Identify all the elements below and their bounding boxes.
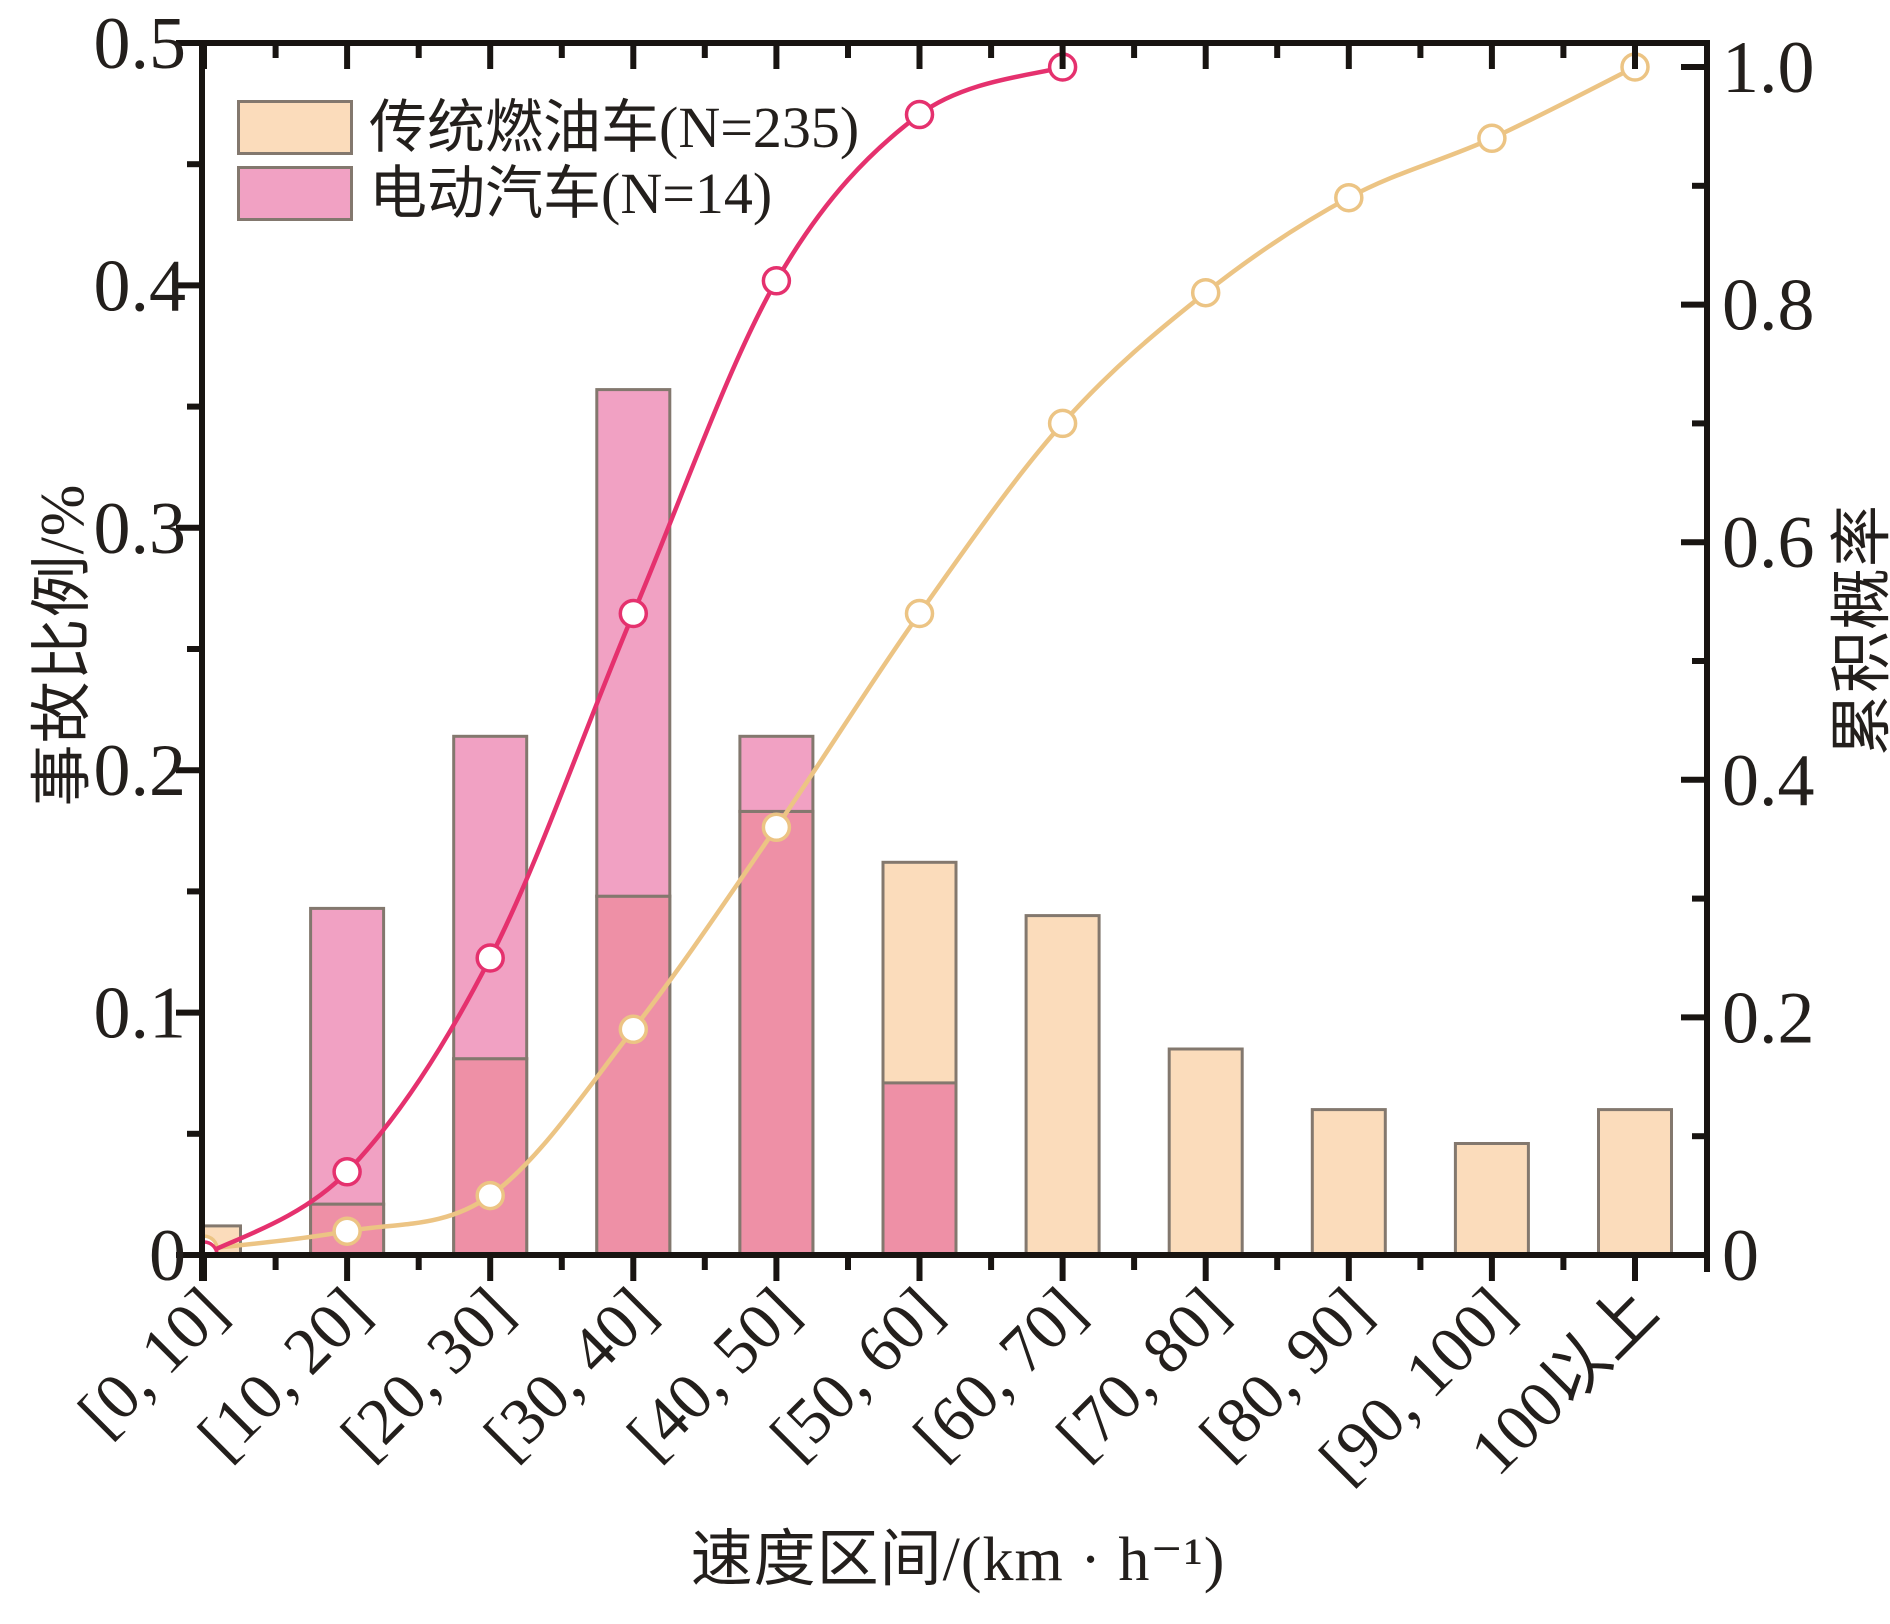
line-fuel-cumulative-marker-8 [1334, 182, 1364, 213]
yright-tick-label-2: 0.4 [1722, 740, 1815, 822]
line-fuel-cumulative-marker-6 [1047, 408, 1078, 439]
line-fuel-cumulative-marker-5 [904, 598, 935, 629]
yright-tick-label-1: 0.2 [1722, 977, 1815, 1059]
line-fuel-cumulative-marker-4 [761, 812, 792, 843]
bar-fuel-9 [1453, 1142, 1530, 1255]
labels-layer: 00.10.20.30.40.500.20.40.60.81.0[0, 10][… [65, 3, 1815, 1497]
line-ev-cumulative-marker-4 [761, 266, 792, 296]
bar-ev-3 [595, 388, 672, 898]
line-ev-cumulative-marker-3 [618, 598, 649, 629]
bar-ev-overlap-2 [452, 1057, 529, 1255]
bar-ev-overlap-4 [738, 809, 815, 1255]
legend-item-ev: 电动汽车(N=14) [237, 161, 859, 226]
line-ev-cumulative-marker-5 [904, 99, 935, 130]
yleft-tick-label-4: 0.4 [94, 245, 187, 327]
legend-label-fuel: 传统燃油车(N=235) [369, 95, 860, 160]
left-axis-title: 事故比例/% [29, 483, 97, 807]
line-fuel-cumulative-marker-3 [618, 1014, 649, 1045]
yright-tick-label-0: 0 [1722, 1215, 1759, 1297]
yright-tick-label-4: 0.8 [1722, 265, 1815, 347]
bar-ev-1 [309, 906, 386, 1206]
line-fuel-cumulative-marker-9 [1477, 123, 1507, 154]
x-axis-title: 速度区间/(km · h⁻¹) [690, 1526, 1226, 1594]
bar-fuel-10 [1597, 1108, 1673, 1255]
axes-layer [176, 40, 1710, 1281]
bar-ev-overlap-3 [595, 894, 672, 1255]
bar-ev-4 [738, 734, 815, 813]
bar-fuel-6 [1024, 914, 1101, 1255]
bar-fuel-7 [1167, 1047, 1244, 1255]
legend-item-fuel: 传统燃油车(N=235) [237, 95, 860, 160]
yleft-tick-label-1: 0.1 [94, 973, 187, 1055]
yleft-tick-label-5: 0.5 [94, 3, 187, 85]
legend-swatch-ev-icon [237, 166, 353, 221]
yright-tick-label-5: 1.0 [1722, 27, 1815, 109]
line-fuel-cumulative-marker-2 [475, 1180, 505, 1211]
line-fuel-cumulative-marker-1 [332, 1216, 362, 1246]
bar-fuel-8 [1310, 1108, 1387, 1255]
yleft-tick-label-0: 0 [149, 1215, 186, 1297]
yleft-tick-label-3: 0.3 [94, 488, 187, 570]
yleft-tick-label-2: 0.2 [94, 730, 187, 812]
bar-ev-overlap-5 [881, 1081, 958, 1255]
right-axis-title: 累积概率 [1829, 503, 1890, 757]
line-fuel-cumulative-marker-7 [1190, 277, 1221, 308]
lines-layer [202, 52, 1650, 1255]
legend: 传统燃油车(N=235) 电动汽车(N=14) [237, 95, 860, 226]
yright-tick-label-3: 0.6 [1722, 502, 1815, 584]
legend-label-ev: 电动汽车(N=14) [369, 161, 773, 226]
line-ev-cumulative-marker-1 [332, 1157, 362, 1187]
bars-layer [202, 388, 1673, 1255]
legend-swatch-fuel-icon [237, 100, 353, 155]
line-ev-cumulative-marker-2 [475, 943, 505, 973]
